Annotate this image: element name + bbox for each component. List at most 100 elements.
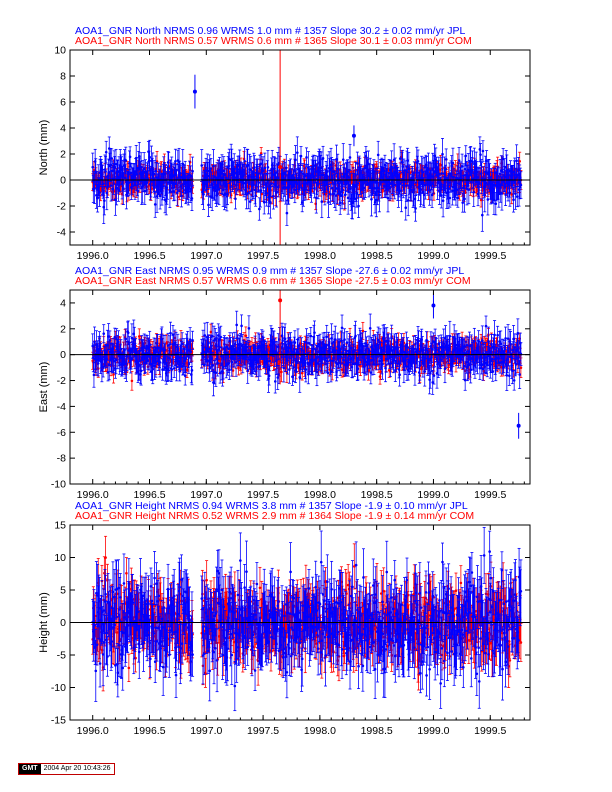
data-point [229, 185, 232, 189]
data-point [263, 166, 267, 170]
data-point [113, 166, 117, 169]
data-point [266, 166, 270, 169]
data-point [440, 172, 444, 175]
data-point [158, 194, 162, 198]
data-point [223, 173, 227, 177]
data-point [412, 188, 416, 191]
data-point [370, 197, 373, 201]
data-point [383, 163, 387, 167]
data-point [346, 196, 350, 200]
data-point [433, 154, 436, 158]
data-point [329, 192, 332, 196]
data-point [226, 192, 229, 196]
data-point [383, 184, 386, 188]
data-point [392, 158, 396, 162]
data-point [153, 186, 156, 189]
data-point [95, 193, 98, 197]
data-point [319, 166, 323, 170]
data-point [248, 200, 252, 203]
data-point [242, 181, 246, 185]
data-point [206, 174, 210, 178]
data-point [315, 196, 318, 199]
data-point [439, 194, 443, 197]
data-point [272, 194, 275, 198]
data-point [398, 157, 402, 160]
data-point [172, 190, 175, 193]
data-point [260, 192, 264, 196]
data-point [335, 158, 338, 161]
data-point [414, 207, 417, 210]
data-point [269, 182, 273, 185]
data-point [419, 188, 423, 191]
data-point [245, 193, 248, 196]
data-point [353, 197, 357, 201]
data-point [207, 203, 210, 207]
data-point [117, 188, 120, 192]
data-point [104, 170, 107, 173]
data-point [259, 162, 263, 166]
data-point [146, 177, 150, 181]
data-point [175, 191, 179, 195]
data-point [351, 201, 354, 205]
data-point [234, 197, 237, 201]
data-point [128, 155, 132, 159]
data-point [293, 188, 297, 192]
data-point [109, 163, 112, 167]
data-point [320, 200, 324, 203]
data-point [441, 152, 444, 156]
data-point [356, 162, 359, 165]
data-point [110, 157, 114, 160]
data-point [300, 186, 303, 190]
data-point [398, 170, 402, 174]
data-point [398, 182, 401, 185]
data-point [373, 200, 377, 204]
data-point [122, 187, 125, 190]
series-title: AOA1_GNR North NRMS 0.57 WRMS 0.6 mm # 1… [75, 35, 472, 47]
data-point [393, 183, 397, 187]
data-point [406, 159, 409, 162]
data-point [386, 196, 390, 200]
data-point [174, 160, 177, 163]
data-point [401, 165, 404, 168]
data-point [416, 159, 420, 163]
data-point [294, 158, 297, 162]
data-point [414, 181, 418, 184]
data-point [136, 189, 140, 193]
data-point [93, 187, 96, 190]
data-point [357, 204, 360, 208]
data-point [274, 171, 278, 174]
data-point [430, 193, 434, 197]
data-point [348, 184, 351, 187]
data-point [341, 188, 344, 192]
data-point [376, 186, 379, 190]
data-point [259, 189, 262, 192]
data-point [127, 181, 131, 184]
panel-north: AOA1_GNR North NRMS 0.96 WRMS 1.0 mm # 1… [38, 25, 531, 262]
data-point [149, 180, 153, 183]
data-point [142, 167, 146, 171]
data-point [326, 170, 329, 173]
data-point [262, 200, 266, 204]
data-point [222, 169, 226, 173]
data-point [422, 193, 426, 197]
data-point [251, 183, 255, 187]
data-point [246, 163, 250, 167]
data-point [202, 192, 205, 196]
data-point [163, 172, 166, 176]
data-point [330, 166, 333, 170]
data-point [423, 165, 427, 169]
data-point [330, 186, 334, 190]
data-point [179, 171, 182, 175]
data-point [215, 194, 218, 197]
data-point [258, 207, 261, 211]
data-point [346, 170, 349, 173]
data-point [236, 168, 240, 171]
data-point [123, 176, 127, 180]
data-point [180, 194, 183, 198]
data-point [328, 168, 332, 172]
data-point [98, 191, 101, 194]
data-point [91, 165, 95, 169]
series-marks [91, 136, 523, 232]
series-title: AOA1_GNR North NRMS 0.96 WRMS 1.0 mm # 1… [75, 25, 465, 37]
